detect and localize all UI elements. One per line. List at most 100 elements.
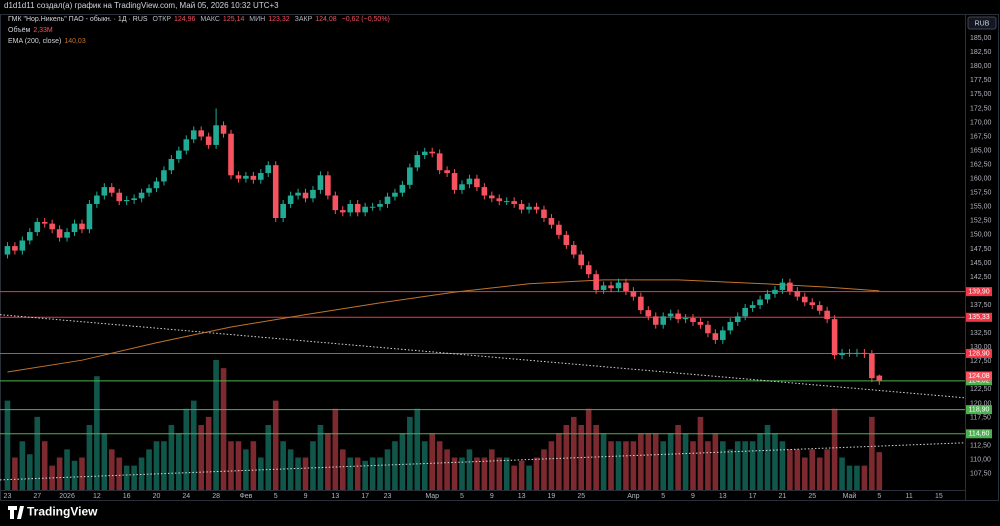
candle-body — [384, 196, 391, 204]
candle-body — [801, 296, 808, 303]
candle-body — [220, 125, 227, 134]
change: −0,62 (−0,50%) — [341, 16, 390, 23]
currency-label[interactable]: RUB — [975, 20, 990, 27]
candle-body — [869, 354, 875, 379]
volume-bar — [585, 408, 592, 490]
candle-body — [41, 221, 48, 224]
volume-bar — [794, 449, 801, 490]
volume-bar — [421, 441, 428, 490]
footer-logo: TradingView — [8, 505, 98, 519]
y-tick-label: 112,50 — [970, 442, 991, 449]
candle-body — [600, 285, 607, 290]
level-tag-label: 118,90 — [969, 406, 990, 413]
y-tick-label: 132,50 — [970, 330, 992, 337]
volume-bar — [876, 452, 883, 490]
candle-body — [272, 165, 279, 218]
candle-body — [392, 192, 398, 197]
volume-bar — [4, 400, 11, 490]
volume-bar — [339, 449, 346, 490]
volume-value: 2,33M — [33, 27, 53, 34]
y-tick-label: 107,50 — [970, 471, 992, 478]
volume-bar — [474, 457, 480, 490]
x-tick-label: 2026 — [59, 493, 75, 500]
volume-bar — [27, 454, 33, 490]
volume-bar — [451, 457, 458, 490]
volume-bar — [727, 449, 734, 490]
volume-bar — [816, 457, 823, 490]
volume-bar — [258, 457, 264, 490]
volume-bar — [593, 425, 599, 490]
volume-bar — [332, 408, 339, 490]
level-tag-label: 135,33 — [968, 314, 990, 321]
chart-frame — [0, 14, 999, 501]
candle-body — [399, 184, 406, 193]
candle-body — [131, 198, 137, 201]
volume-bar — [764, 425, 771, 490]
volume-bar — [108, 449, 115, 490]
x-tick-label: 13 — [331, 493, 339, 500]
volume-bar — [563, 425, 570, 490]
volume-bar — [168, 425, 175, 490]
candle-body — [734, 316, 741, 322]
candle-body — [362, 206, 368, 213]
volume-bar — [235, 441, 242, 490]
candle-body — [816, 305, 823, 311]
volume-bar — [325, 433, 331, 490]
volume-bar — [384, 449, 391, 490]
candle-body — [660, 316, 667, 325]
candle-body — [757, 299, 763, 306]
volume-bar — [243, 449, 249, 490]
volume-bar — [310, 441, 316, 490]
volume-bar — [34, 416, 41, 490]
x-tick-label: Май — [843, 492, 857, 500]
y-tick-label: 137,50 — [970, 302, 992, 309]
volume-bar — [138, 457, 145, 490]
volume-bar — [429, 433, 436, 490]
volume-bar — [645, 433, 652, 490]
volume-bar — [824, 449, 830, 490]
candle-body — [265, 165, 272, 174]
candle-body — [831, 319, 838, 356]
volume-bar — [861, 465, 868, 490]
x-tick-label: 19 — [548, 493, 556, 500]
y-tick-label: 167,50 — [970, 133, 992, 140]
candle-body — [675, 313, 681, 320]
volume-bar — [734, 441, 741, 490]
candle-body — [205, 136, 212, 145]
candle-body — [421, 151, 428, 156]
y-tick-label: 162,50 — [970, 161, 992, 168]
candle-body — [526, 206, 532, 210]
volume-bar — [772, 433, 778, 490]
candle-body — [548, 218, 555, 225]
currency-button[interactable] — [967, 16, 997, 30]
candle-body — [876, 375, 883, 381]
candle-body — [377, 203, 383, 207]
candle-body — [198, 130, 204, 137]
level-tag-label: 139,90 — [968, 288, 990, 295]
volume-bar — [570, 416, 577, 490]
y-tick-label: 150,00 — [970, 232, 992, 239]
x-tick-label: 5 — [460, 493, 464, 500]
logo-icon — [8, 506, 24, 519]
candle-body — [168, 158, 175, 171]
volume-bar — [56, 457, 63, 490]
candle-body — [347, 203, 354, 213]
volume-bar — [362, 460, 368, 490]
ema-value: 140,03 — [64, 38, 86, 45]
candle-body — [638, 296, 644, 311]
candle-body — [749, 305, 756, 308]
candle-body — [474, 178, 480, 188]
volume-bar — [369, 457, 376, 490]
volume-bar — [161, 441, 167, 490]
volume-bar — [176, 433, 182, 490]
level-tag — [966, 312, 992, 322]
candle-body — [228, 133, 234, 176]
y-tick-label: 155,00 — [970, 204, 992, 211]
volume-bar — [101, 433, 108, 490]
candle-body — [332, 195, 339, 211]
volume-bar — [541, 449, 547, 490]
last-price-tag — [966, 371, 992, 381]
x-tick-label: 13 — [719, 493, 727, 500]
volume-bar — [638, 433, 644, 490]
